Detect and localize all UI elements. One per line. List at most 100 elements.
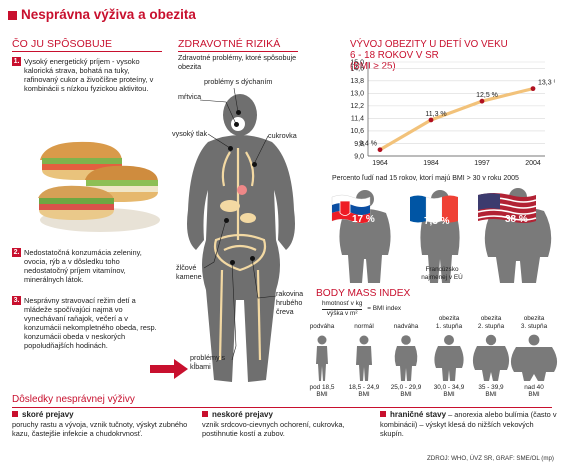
risks-heading: ZDRAVOTNÉ RIZIKÁ bbox=[178, 38, 281, 50]
bmi-unit-obesity-2: BMI bbox=[485, 391, 497, 399]
data-point bbox=[479, 98, 485, 104]
consequence-late: neskoré prejavy vznik srdcovo-cievnych o… bbox=[202, 410, 370, 439]
y-tick-label: 12,2 bbox=[350, 103, 364, 110]
bullet-square-late bbox=[202, 411, 208, 417]
x-tick-label: 1984 bbox=[423, 160, 439, 167]
joints-arrow bbox=[150, 359, 188, 379]
consequences-divider bbox=[12, 407, 552, 408]
bmi-label-obesity-2: obezita 2. stupňa bbox=[477, 315, 505, 330]
label-colon-cancer: rakovina hrubého čreva bbox=[276, 289, 304, 316]
label-diabetes: cukrovka bbox=[268, 131, 297, 140]
consequence-late-text: vznik srdcovo-cievnych ochorení, cukrovk… bbox=[202, 420, 345, 439]
risks-intro: Zdravotné problémy, ktoré spôsobuje obez… bbox=[178, 53, 297, 71]
bmi-range-value-overweight: 25,0 - 29,9 bbox=[390, 384, 422, 391]
flag-france bbox=[410, 195, 458, 223]
marker-stroke bbox=[234, 122, 239, 127]
value-usa: 38 % bbox=[505, 214, 528, 225]
consequence-borderline-title: hraničné stavy bbox=[390, 410, 447, 419]
bmi-title: BODY MASS INDEX bbox=[316, 288, 411, 299]
bmi-range-value-underweight: pod 18,5 bbox=[309, 384, 335, 391]
consequence-borderline: hraničné stavy – anorexia alebo bulímia … bbox=[380, 410, 558, 439]
data-point bbox=[377, 147, 383, 153]
marker-joints bbox=[230, 260, 235, 265]
bmi-unit-overweight: BMI bbox=[400, 391, 412, 399]
chart-title-line-1: VÝVOJ OBEZITY U DETÍ VO VEKU bbox=[350, 39, 508, 50]
cause-item-3: 3. Nesprávny stravovací režim detí a mlád… bbox=[12, 296, 162, 350]
bmi-range-overweight: 25,0 - 29,9 BMI bbox=[384, 384, 428, 399]
organs bbox=[213, 148, 267, 361]
label-breathing: problémy s dýchaním bbox=[204, 77, 273, 86]
y-tick-label: 15,0 bbox=[350, 59, 364, 66]
series-line bbox=[378, 87, 535, 152]
data-point bbox=[428, 117, 434, 123]
cause-number-1: 1. bbox=[12, 57, 21, 66]
sandwich-3 bbox=[38, 185, 114, 220]
y-tick-label: 9,8 bbox=[354, 141, 364, 148]
title-bullet bbox=[8, 11, 17, 20]
consequence-early-text: poruchy rastu a vývoja, vznik tučnoty, v… bbox=[12, 420, 188, 439]
bmi-range-value-obesity-1: 30,0 - 34,9 bbox=[433, 384, 465, 391]
label-high-blood-pressure: vysoký tlak bbox=[172, 129, 208, 138]
y-tick-label: 11,4 bbox=[351, 116, 364, 123]
y-tick-label: 9,0 bbox=[354, 153, 364, 160]
data-label: 9,4 % bbox=[359, 141, 377, 148]
chart-title: VÝVOJ OBEZITY U DETÍ VO VEKU 6 - 18 ROKO… bbox=[350, 39, 550, 73]
label-stroke: mŕtvica bbox=[178, 92, 202, 101]
risks-divider bbox=[178, 51, 298, 52]
bmi-range-value-obesity-2: 35 - 39,9 bbox=[478, 384, 504, 391]
obesity-trend-chart: 9,0 9,8 10,6 11,4 12,2 13,0 13,8 14,615,0 9,4 % 1… bbox=[350, 59, 555, 167]
x-tick-label: 2004 bbox=[525, 160, 541, 167]
cause-number-2: 2. bbox=[12, 248, 21, 257]
cause-item-2: 2. Nedostatočná konzumácia zeleniny, ovoc… bbox=[12, 248, 162, 284]
bmi-unit-obesity-3: BMI bbox=[528, 391, 540, 399]
bmi-label-obesity-3: obezita 3. stupňa bbox=[520, 315, 548, 330]
consequence-early-title: skoré prejavy bbox=[22, 410, 74, 419]
marker-gallstones bbox=[224, 218, 229, 223]
data-point bbox=[530, 86, 536, 92]
value-slovakia: 17 % bbox=[352, 214, 375, 225]
x-tick-label: 1964 bbox=[372, 160, 388, 167]
bmi-unit-underweight: BMI bbox=[316, 391, 328, 399]
y-tick-label: 14,6 bbox=[350, 66, 364, 73]
sandwich-2 bbox=[85, 165, 158, 202]
y-tick-label: 10,6 bbox=[350, 128, 364, 135]
sandwich-illustration bbox=[38, 141, 160, 232]
x-tick-label: 1997 bbox=[474, 160, 490, 167]
cause-number-3: 3. bbox=[12, 296, 21, 305]
bmi-range-obesity-2: 35 - 39,9 BMI bbox=[469, 384, 513, 399]
chart-title-line-2: 6 - 18 ROKOV V SR bbox=[350, 49, 439, 61]
bmi-formula: hmotnosť v kg výška v m² = BMI index bbox=[322, 300, 402, 317]
flag-slovakia bbox=[331, 194, 371, 224]
consequence-early: skoré prejavy poruchy rastu a vývoja, vz… bbox=[12, 410, 194, 439]
bmi-label-obesity-1: obezita 1. stupňa bbox=[435, 315, 463, 330]
consequence-borderline-text: – anorexia alebo bulímia (často v kombin… bbox=[380, 410, 557, 439]
bmi-unit-normal: BMI bbox=[358, 391, 370, 399]
source-credit: ZDROJ: WHO, ÚVZ SR, GRAF: SME/OL (mp) bbox=[427, 455, 554, 462]
bullet-square-borderline bbox=[380, 411, 386, 417]
marker-bp bbox=[228, 146, 233, 151]
adults-caption: Percento ľudí nad 15 rokov, ktorí majú B… bbox=[332, 175, 519, 182]
bmi-range-value-normal: 18,5 - 24,9 bbox=[348, 384, 380, 391]
bmi-range-obesity-3: nad 40 BMI bbox=[512, 384, 556, 399]
causes-heading: ČO JU SPÔSOBUJE bbox=[12, 38, 113, 50]
bmi-label-overweight: nadváha bbox=[393, 323, 419, 330]
y-tick-label: 13,8 bbox=[350, 78, 364, 85]
data-label: 11,3 % bbox=[425, 111, 446, 118]
cause-text-1: Vysoký energetický príjem - vysoko kalor… bbox=[24, 57, 154, 94]
bmi-unit-obesity-1: BMI bbox=[443, 391, 455, 399]
consequences-heading: Dôsledky nesprávnej výživy bbox=[12, 394, 135, 405]
bmi-range-value-obesity-3: nad 40 bbox=[524, 384, 544, 391]
marker-colon bbox=[250, 256, 255, 261]
bmi-formula-denominator: výška v m² bbox=[326, 309, 358, 317]
bmi-label-normal: normál bbox=[354, 323, 374, 330]
causes-divider bbox=[12, 51, 162, 52]
cause-item-1: 1. Vysoký energetický príjem - vysoko kal… bbox=[12, 57, 162, 93]
bullet-square-early bbox=[12, 411, 18, 417]
bmi-figures bbox=[316, 334, 558, 381]
marker-breathing bbox=[236, 110, 241, 115]
bmi-formula-result: = BMI index bbox=[367, 304, 402, 312]
marker-diabetes bbox=[252, 162, 257, 167]
bmi-range-normal: 18,5 - 24,9 BMI bbox=[342, 384, 386, 399]
label-joints: problémy s kĺbami bbox=[190, 353, 226, 371]
